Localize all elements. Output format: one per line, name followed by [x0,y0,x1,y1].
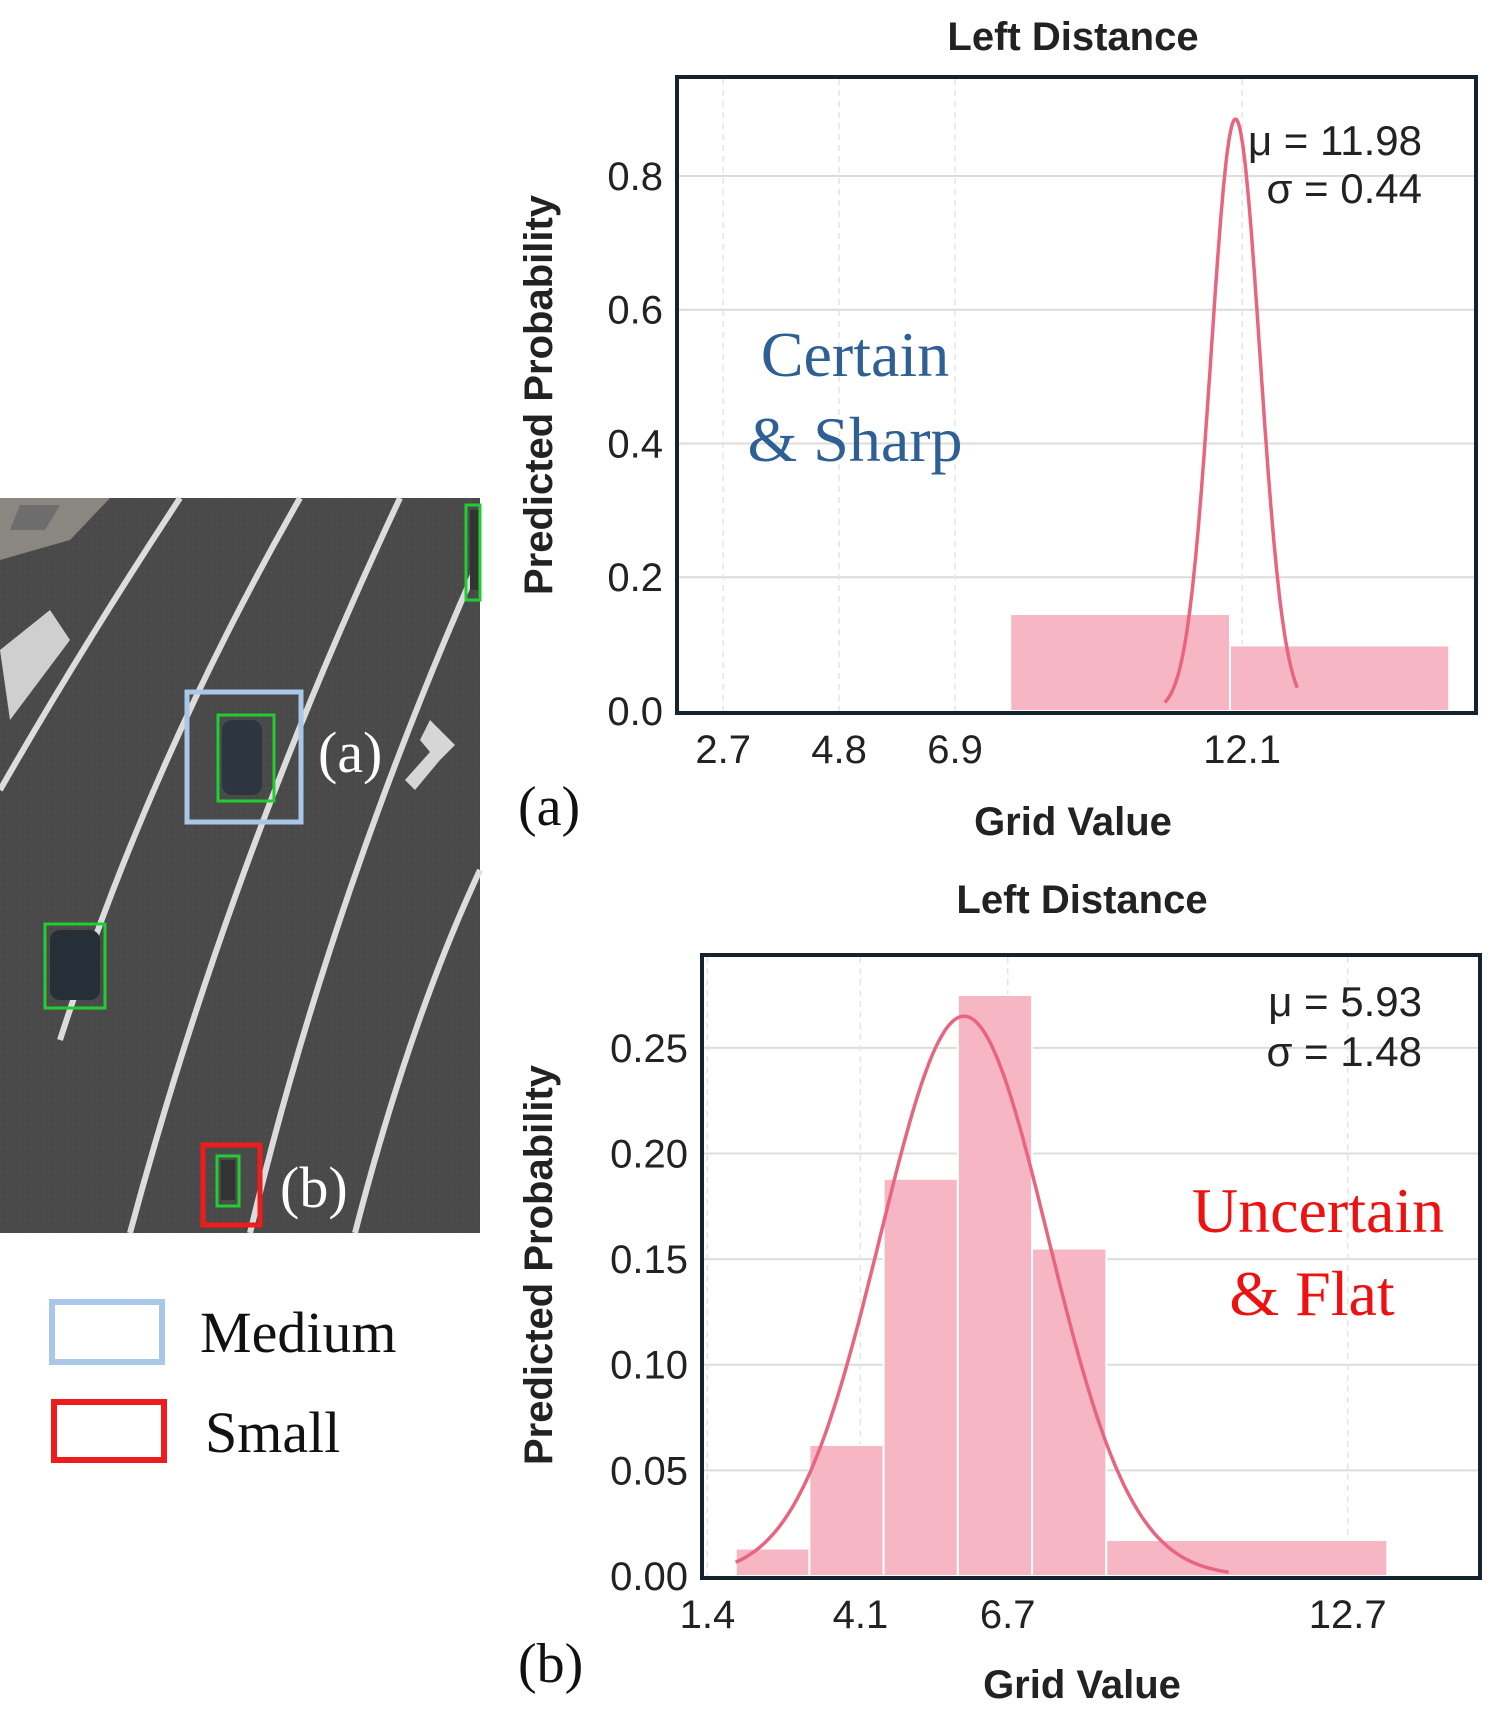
chart-b-xlabel: Grid Value [983,1663,1181,1707]
car-edge [470,510,480,590]
histogram-bar [808,1444,885,1578]
chart-a-plot-frame [675,75,1478,715]
image-label-b: (b) [280,1155,348,1220]
y-tick-label: 0.8 [607,155,663,199]
chart-a-ylabel: Predicted Probability [517,194,561,595]
histogram-bar [1105,1539,1389,1578]
chart-b-ylabel: Predicted Probability [517,1064,561,1465]
chart-b-density-curve [734,1014,1229,1574]
y-tick-label: 0.25 [610,1027,688,1071]
y-tick-label: 0.6 [607,289,663,333]
chart-a-sigma-stat: σ = 0.44 [1266,165,1422,212]
chart-a-bars [1009,613,1451,713]
histogram-bar [1009,613,1231,712]
chart-b-x-ticks: 1.4 4.1 6.7 12.7 [680,1593,1387,1637]
x-tick-label: 6.9 [927,728,983,772]
detection-box-left [43,922,107,1010]
y-tick-label: 0.15 [610,1238,688,1282]
chart-a-y-ticks: 0.0 0.2 0.4 0.6 0.8 [607,155,663,734]
x-tick-label: 1.4 [680,1593,736,1637]
detection-box-edge [464,503,482,602]
chart-a-panel-label: (a) [518,776,580,838]
histogram-bar [956,994,1034,1577]
chart-b-y-ticks: 0.00 0.05 0.10 0.15 0.20 0.25 [610,1027,688,1599]
chart-a-density-curve [1163,117,1299,704]
legend-label-small: Small [205,1400,340,1465]
chart-a-annotation-line2: & Sharp [747,404,962,475]
lane-lines [0,496,483,1234]
legend-label-medium: Medium [200,1300,397,1365]
aerial-road-image: (a) (b) [0,496,483,1234]
legend-swatch-small [51,1399,167,1463]
car-small [221,1160,235,1200]
highlight-box-medium [184,689,304,825]
chart-a: Left Distance 0.0 0.2 0.4 0.6 0.8 2.7 4.8 6.9 1… [517,15,1478,844]
y-tick-label: 0.10 [610,1344,688,1388]
road-surface [0,498,480,1233]
x-tick-label: 2.7 [695,728,751,772]
chart-a-xlabel: Grid Value [974,800,1172,844]
car-medium [222,720,262,795]
chart-b-annotation-line1: Uncertain [1192,1175,1444,1246]
y-tick-label: 0.20 [610,1132,688,1176]
chart-b-title: Left Distance [956,878,1207,922]
curb-detail [10,505,60,530]
chart-b-plot-frame [700,953,1482,1580]
arrow-marking [405,720,455,790]
x-tick-label: 6.7 [980,1593,1036,1637]
y-tick-label: 0.4 [607,422,663,466]
histogram-bar [734,1547,811,1578]
chart-b-annotation-line2: & Flat [1229,1258,1395,1329]
chart-a-annotation-line1: Certain [761,319,949,390]
car-left [50,930,100,1000]
x-tick-label: 12.7 [1309,1593,1387,1637]
highlight-box-small [200,1142,263,1228]
chart-b-mu-stat: μ = 5.93 [1268,978,1422,1025]
y-tick-label: 0.00 [610,1555,688,1599]
x-tick-label: 4.1 [833,1593,889,1637]
chart-a-mu-stat: μ = 11.98 [1248,117,1422,164]
road-marking [0,610,455,790]
detection-box-medium [216,713,276,803]
legend: Medium Small [49,1299,397,1465]
image-label-a: (a) [318,720,382,785]
chart-b: Left Distance 0.00 0.05 0.10 0.15 0.20 0.25 1… [517,878,1482,1707]
y-tick-label: 0.2 [607,556,663,600]
y-tick-label: 0.05 [610,1449,688,1493]
chart-a-x-ticks: 2.7 4.8 6.9 12.1 [695,728,1281,772]
detection-box-small [215,1154,241,1208]
legend-swatch-medium [49,1299,165,1365]
x-tick-label: 4.8 [811,728,867,772]
chart-b-panel-label: (b) [518,1633,583,1695]
histogram-bar [882,1177,959,1577]
chart-b-sigma-stat: σ = 1.48 [1266,1028,1422,1075]
chart-a-title: Left Distance [947,15,1198,59]
y-tick-label: 0.0 [607,690,663,734]
histogram-bar [1228,644,1451,713]
chart-b-bars [734,994,1389,1578]
x-tick-label: 12.1 [1203,728,1281,772]
chart-a-grid [679,79,1474,711]
